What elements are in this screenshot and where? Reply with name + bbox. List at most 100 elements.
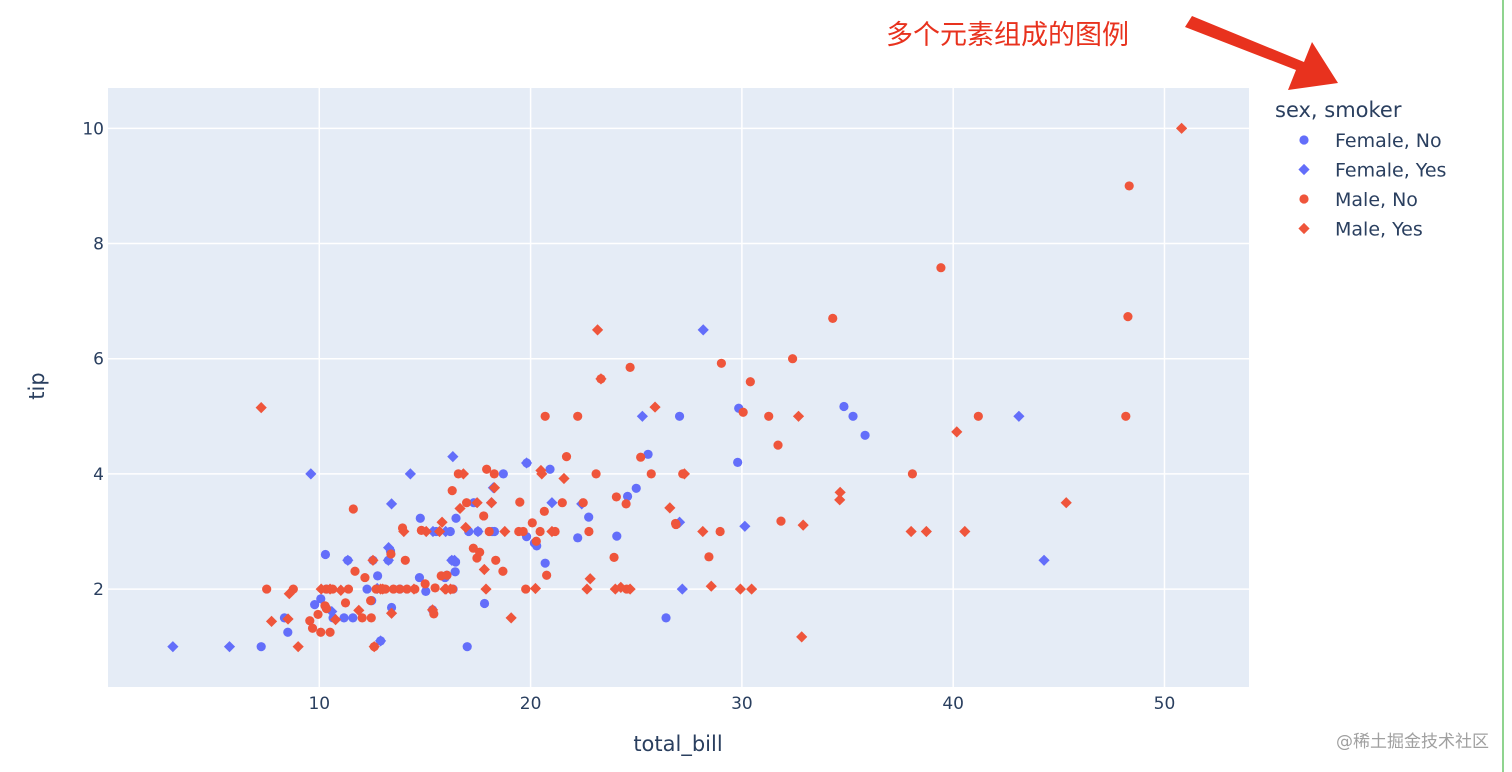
data-point — [505, 612, 517, 624]
data-point — [366, 596, 376, 606]
legend-item[interactable]: Female, No — [1299, 130, 1442, 152]
x-tick-label: 10 — [308, 694, 330, 714]
data-point — [697, 324, 709, 336]
data-point — [491, 555, 501, 565]
data-point — [697, 525, 709, 538]
data-point — [320, 549, 331, 560]
legend-marker — [1299, 135, 1309, 145]
data-point — [973, 411, 983, 421]
data-point — [451, 513, 461, 523]
data-point — [536, 468, 548, 480]
data-point — [388, 584, 399, 594]
x-tick-label: 40 — [942, 694, 964, 714]
plot-area — [108, 88, 1249, 687]
data-point — [326, 605, 338, 618]
data-point — [764, 411, 774, 421]
y-tick-label: 4 — [93, 465, 104, 485]
data-point — [584, 512, 594, 522]
data-point — [414, 572, 425, 583]
data-point — [612, 531, 622, 541]
data-point — [498, 566, 508, 576]
y-tick-label: 2 — [93, 580, 104, 600]
data-point — [386, 602, 397, 613]
data-point — [584, 526, 594, 537]
data-point — [374, 635, 387, 647]
data-point — [447, 451, 459, 463]
data-point — [255, 402, 267, 414]
x-tick-label: 30 — [731, 694, 753, 714]
data-point — [792, 410, 805, 422]
data-point — [310, 600, 320, 610]
legend-item[interactable]: Male, Yes — [1298, 219, 1423, 241]
annotation: 多个元素组成的图例 — [886, 16, 1338, 90]
data-point — [479, 598, 490, 609]
data-point — [461, 498, 472, 508]
watermark: @稀土掘金技术社区 — [1336, 732, 1489, 752]
data-point — [450, 567, 460, 577]
data-point — [479, 511, 489, 521]
data-point — [636, 410, 648, 422]
data-point — [385, 498, 398, 510]
data-point — [348, 504, 358, 514]
data-point — [535, 526, 545, 537]
data-point — [415, 513, 425, 523]
data-point — [313, 609, 323, 620]
data-point — [540, 558, 550, 568]
data-point — [283, 627, 293, 637]
data-point — [527, 518, 537, 528]
annotation-text: 多个元素组成的图例 — [886, 20, 1129, 51]
data-point — [478, 563, 490, 576]
data-point — [342, 554, 354, 566]
data-point — [485, 497, 498, 509]
data-point — [581, 583, 593, 595]
data-point — [839, 401, 849, 412]
data-point — [734, 583, 747, 595]
data-point — [529, 582, 542, 595]
data-point — [448, 554, 461, 566]
data-point — [373, 571, 383, 581]
data-point — [315, 583, 327, 595]
data-point — [1175, 122, 1188, 134]
legend-item[interactable]: Male, No — [1299, 189, 1418, 211]
data-point — [440, 525, 452, 538]
data-point — [421, 586, 431, 596]
data-point — [591, 324, 604, 336]
data-point — [482, 464, 492, 474]
data-point — [1124, 181, 1134, 191]
data-point — [584, 573, 596, 585]
data-point — [661, 613, 671, 623]
data-point — [609, 552, 619, 563]
legend-item[interactable]: Female, Yes — [1298, 160, 1446, 182]
data-point — [733, 457, 743, 467]
data-point — [484, 526, 494, 537]
data-point — [631, 483, 641, 493]
data-point — [521, 584, 531, 594]
data-point — [433, 525, 446, 538]
data-point — [558, 472, 570, 485]
data-point — [518, 526, 528, 537]
data-point — [348, 613, 358, 623]
data-point — [350, 566, 360, 576]
data-point — [643, 449, 653, 459]
data-point — [905, 525, 917, 538]
data-point — [531, 536, 541, 546]
data-point — [362, 584, 372, 594]
data-point — [460, 521, 472, 534]
window-right-edge — [1502, 0, 1504, 772]
data-point — [557, 498, 567, 508]
data-point — [282, 613, 294, 625]
data-point — [546, 497, 558, 509]
legend-marker — [1298, 222, 1310, 235]
grid-lines — [108, 88, 1249, 687]
data-point — [622, 491, 633, 501]
y-tick-label: 8 — [93, 235, 104, 255]
data-point — [664, 502, 676, 514]
data-point — [542, 570, 552, 580]
data-point — [462, 642, 472, 652]
legend-label: Female, Yes — [1335, 160, 1446, 182]
data-point — [788, 354, 798, 364]
data-point — [377, 583, 389, 595]
data-point — [716, 358, 726, 368]
data-point — [745, 377, 755, 387]
data-point — [167, 641, 179, 653]
